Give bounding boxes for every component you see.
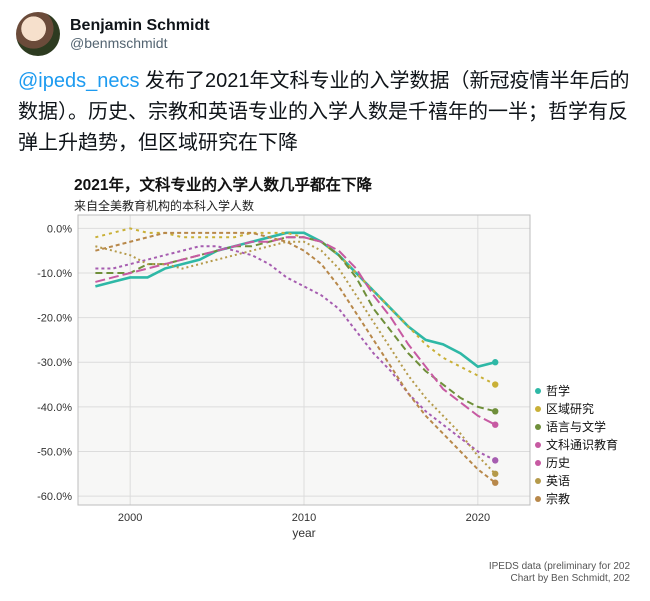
tweet-text: @ipeds_necs 发布了2021年文科专业的入学数据（新冠疫情半年后的数据… bbox=[0, 60, 650, 169]
svg-text:语言与文学: 语言与文学 bbox=[546, 419, 606, 434]
chart-subtitle: 来自全美教育机构的本科入学人数 bbox=[74, 197, 372, 214]
chart-credit: IPEDS data (preliminary for 202 Chart by… bbox=[489, 561, 630, 585]
svg-text:0.0%: 0.0% bbox=[47, 223, 72, 235]
legend-item: 文科通识教育 bbox=[535, 437, 618, 452]
svg-text:-50.0%: -50.0% bbox=[37, 446, 72, 458]
author-block[interactable]: Benjamin Schmidt @benmschmidt bbox=[70, 17, 210, 51]
svg-text:宗教: 宗教 bbox=[546, 491, 570, 506]
legend-item: 英语 bbox=[535, 474, 570, 488]
svg-text:-60.0%: -60.0% bbox=[37, 491, 72, 503]
legend-item: 区域研究 bbox=[535, 401, 594, 416]
legend-item: 语言与文学 bbox=[535, 419, 606, 434]
author-handle: @benmschmidt bbox=[70, 35, 210, 51]
svg-text:区域研究: 区域研究 bbox=[546, 401, 594, 416]
svg-text:-30.0%: -30.0% bbox=[37, 357, 72, 369]
svg-text:2000: 2000 bbox=[118, 512, 142, 524]
svg-text:文科通识教育: 文科通识教育 bbox=[546, 437, 618, 452]
svg-text:year: year bbox=[292, 526, 315, 540]
svg-text:英语: 英语 bbox=[546, 474, 570, 488]
avatar[interactable] bbox=[16, 12, 60, 56]
author-name: Benjamin Schmidt bbox=[70, 17, 210, 35]
svg-text:2010: 2010 bbox=[292, 512, 316, 524]
chart-svg: 0.0% -10.0% -20.0% -30.0% -40.0% -50.0% -60.0%… bbox=[14, 169, 636, 541]
chart-title: 2021年，文科专业的入学人数几乎都在下降 bbox=[74, 173, 372, 195]
mention-link[interactable]: @ipeds_necs bbox=[18, 70, 139, 92]
tweet-card: Benjamin Schmidt @benmschmidt @ipeds_nec… bbox=[0, 0, 650, 601]
svg-text:哲学: 哲学 bbox=[546, 383, 570, 398]
legend-item: 哲学 bbox=[535, 383, 570, 398]
chart-title-block: 2021年，文科专业的入学人数几乎都在下降 来自全美教育机构的本科入学人数 bbox=[74, 173, 372, 214]
svg-text:-10.0%: -10.0% bbox=[37, 268, 72, 280]
legend-item: 宗教 bbox=[535, 491, 570, 506]
svg-text:历史: 历史 bbox=[546, 456, 570, 470]
svg-text:2020: 2020 bbox=[466, 512, 490, 524]
svg-text:-40.0%: -40.0% bbox=[37, 402, 72, 414]
tweet-header: Benjamin Schmidt @benmschmidt bbox=[0, 0, 650, 60]
chart-container: 2021年，文科专业的入学人数几乎都在下降 来自全美教育机构的本科入学人数 0.… bbox=[14, 169, 636, 589]
svg-text:-20.0%: -20.0% bbox=[37, 313, 72, 325]
legend-item: 历史 bbox=[535, 456, 570, 470]
